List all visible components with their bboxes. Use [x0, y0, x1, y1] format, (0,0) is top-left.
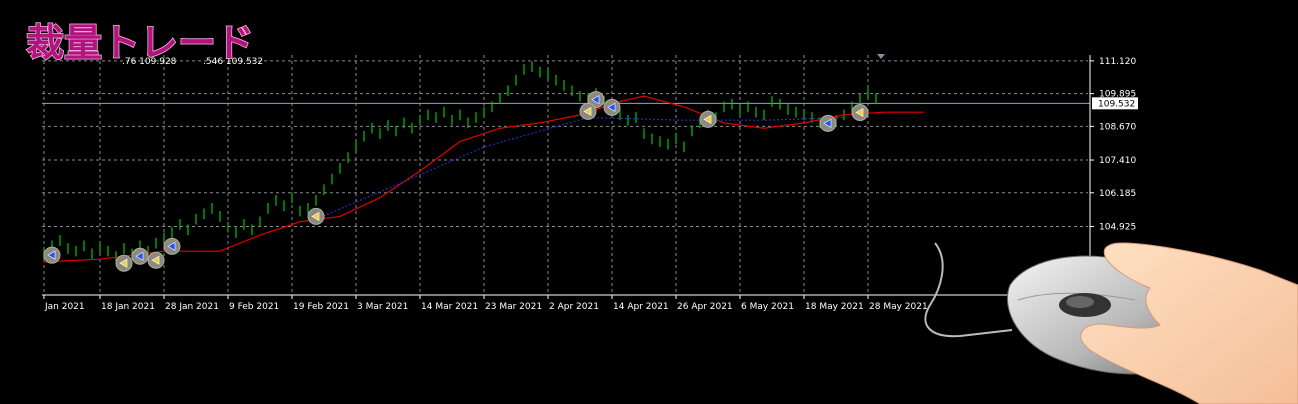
trade-marker-icon [119, 258, 128, 268]
trade-marker-icon [855, 107, 864, 117]
y-tick-label: 107.410 [1099, 156, 1136, 166]
y-tick-label: 111.120 [1099, 57, 1136, 67]
header-text: .76 109.928 [122, 57, 177, 67]
header-text: .546 109.532 [203, 57, 263, 67]
y-tick-label: 106.185 [1099, 189, 1136, 199]
trade-marker [115, 254, 133, 272]
trade-marker [43, 246, 61, 264]
trade-marker-icon [135, 251, 144, 261]
trade-marker [131, 247, 149, 265]
trade-marker-icon [47, 250, 56, 260]
indicator-line [43, 95, 924, 263]
trade-marker [699, 110, 717, 128]
trade-marker [587, 91, 605, 109]
page-title: 裁量トレード [26, 21, 254, 65]
x-tick-label: 26 Apr 2021 [677, 302, 733, 312]
x-tick-label: 28 Jan 2021 [165, 302, 219, 312]
trade-marker-icon [583, 106, 592, 116]
x-tick-label: 19 Feb 2021 [293, 302, 349, 312]
x-tick-label: 2 Apr 2021 [549, 302, 599, 312]
trade-marker [603, 98, 621, 116]
y-tick-label: 108.670 [1099, 122, 1136, 132]
x-tick-label: 6 May 2021 [741, 302, 794, 312]
mouse-illustration [924, 242, 1298, 404]
price-label: 109.532 [1098, 99, 1135, 109]
trade-marker-icon [591, 95, 600, 105]
trade-marker-icon [311, 211, 320, 221]
y-tick-label: 104.925 [1099, 222, 1136, 232]
x-tick-label: 18 May 2021 [805, 302, 864, 312]
x-tick-label: 28 May 2021 [869, 302, 928, 312]
x-tick-label: 9 Feb 2021 [229, 302, 279, 312]
plot: 104.925 106.185 107.410 108.670 109.895 111.1… [42, 55, 1138, 312]
trade-marker-icon [607, 102, 616, 112]
trade-marker-icon [703, 114, 712, 124]
x-tick-label: 3 Mar 2021 [357, 302, 408, 312]
x-tick-label: 14 Mar 2021 [421, 302, 478, 312]
trade-marker-icon [151, 255, 160, 265]
x-tick-label: 23 Mar 2021 [485, 302, 542, 312]
mouse-seam [1017, 292, 1136, 301]
trade-marker-icon [823, 118, 832, 128]
hand [1080, 242, 1298, 404]
trade-marker [307, 207, 325, 225]
trade-marker [819, 114, 837, 132]
trade-marker [163, 237, 181, 255]
trade-marker [579, 102, 597, 120]
trade-marker [147, 251, 165, 269]
x-tick-label: 14 Apr 2021 [613, 302, 669, 312]
mouse-cable [924, 242, 1013, 338]
shift-marker [877, 54, 885, 59]
x-tick-label: 18 Jan 2021 [101, 302, 155, 312]
x-tick-label: Jan 2021 [44, 302, 85, 312]
price-label-box [1092, 97, 1138, 110]
y-tick-label: 109.895 [1099, 90, 1136, 100]
trade-marker [851, 103, 869, 121]
mouse-wheel-shine [1066, 296, 1094, 308]
trade-marker-icon [167, 241, 176, 251]
